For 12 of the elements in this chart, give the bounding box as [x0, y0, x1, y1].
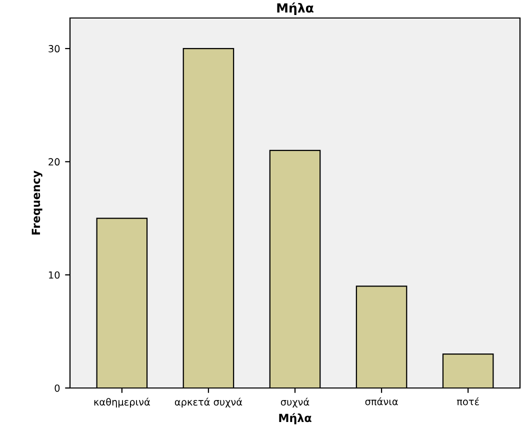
y-tick-label: 20: [48, 158, 60, 166]
x-tick-label: ποτέ: [456, 397, 479, 406]
chart-title: Μήλα: [277, 2, 314, 16]
x-tick-label: αρκετά συχνά: [174, 398, 242, 408]
y-tick-label: 0: [54, 384, 60, 392]
x-tick-label: συχνά: [280, 398, 310, 408]
x-tick-label: σπάνια: [365, 397, 398, 406]
y-tick-label: 30: [48, 45, 60, 52]
y-tick-label: 10: [48, 271, 60, 279]
x-axis-title: Μήλα: [279, 413, 312, 424]
y-axis-title: Frequency: [32, 170, 42, 234]
x-tick-label: καθημερινά: [94, 398, 150, 408]
